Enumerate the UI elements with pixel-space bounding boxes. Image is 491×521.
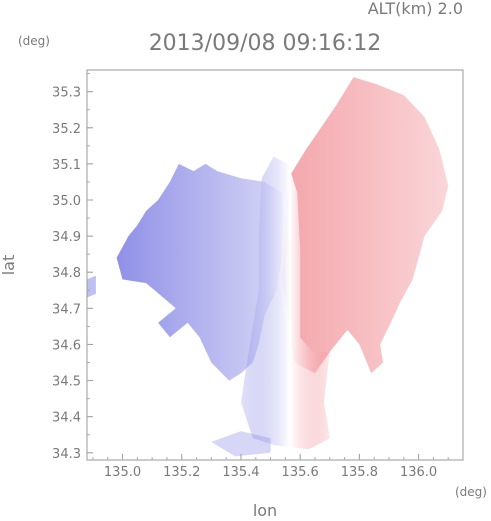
x-tick-label: 135.6 bbox=[282, 465, 319, 480]
y-tick-label: 34.3 bbox=[52, 447, 81, 462]
x-tick-label: 135.8 bbox=[341, 465, 378, 480]
y-tick-label: 34.4 bbox=[52, 411, 81, 426]
south-blob-negative bbox=[211, 431, 271, 457]
y-tick-label: 35.1 bbox=[52, 158, 81, 173]
x-unit-label: (deg) bbox=[455, 485, 487, 499]
y-tick-label: 35.3 bbox=[52, 86, 81, 101]
velocity-field bbox=[87, 77, 449, 457]
chart-subtitle: ALT(km) 2.0 bbox=[368, 0, 463, 18]
y-tick-label: 34.7 bbox=[52, 302, 81, 317]
east-lobe-positive bbox=[282, 77, 449, 374]
y-tick-label: 34.9 bbox=[52, 230, 81, 245]
x-tick-label: 136.0 bbox=[400, 465, 437, 480]
chart-title: 2013/09/08 09:16:12 bbox=[149, 31, 382, 56]
west-lobe-negative bbox=[116, 163, 283, 381]
y-axis-label: lat bbox=[0, 255, 18, 276]
y-axis: 34.3 34.4 34.5 34.6 34.7 34.8 34.9 35.0 35.1 35.2… bbox=[52, 73, 93, 462]
y-tick-label: 35.0 bbox=[52, 194, 81, 209]
center-band-transition bbox=[241, 156, 330, 450]
y-unit-label: (deg) bbox=[18, 34, 50, 48]
x-axis: 135.0 135.2 135.4 135.6 135.8 136.0 bbox=[92, 454, 449, 480]
x-tick-label: 135.0 bbox=[104, 465, 141, 480]
y-tick-label: 34.8 bbox=[52, 266, 81, 281]
plot-frame bbox=[86, 69, 464, 461]
west-edge-negative bbox=[87, 275, 96, 298]
x-tick-label: 135.4 bbox=[222, 465, 259, 480]
x-axis-label: lon bbox=[253, 501, 277, 520]
y-tick-label: 34.5 bbox=[52, 375, 81, 390]
x-tick-label: 135.2 bbox=[163, 465, 200, 480]
y-tick-label: 35.2 bbox=[52, 122, 81, 137]
y-tick-label: 34.6 bbox=[52, 338, 81, 353]
